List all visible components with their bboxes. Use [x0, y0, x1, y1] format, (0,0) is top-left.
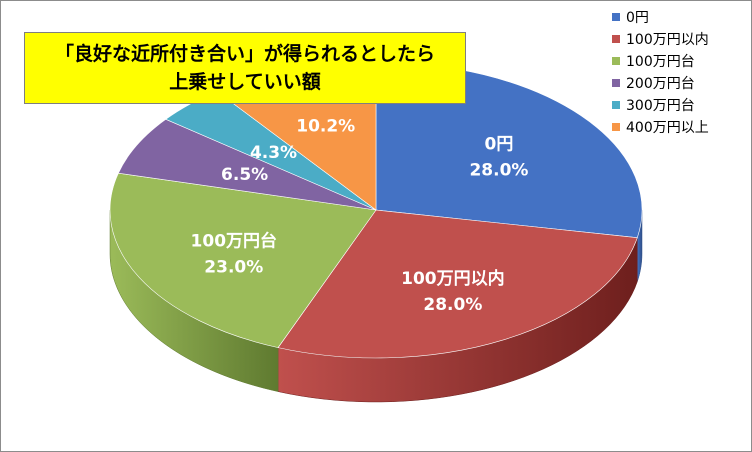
legend-swatch [612, 79, 620, 87]
legend-item: 400万円以上 [612, 116, 752, 138]
legend-item: 100万円以内 [612, 28, 752, 50]
chart-title-line-1: 「良好な近所付き合い」が得られるとしたら [54, 43, 435, 65]
legend-label: 200万円台 [626, 76, 695, 92]
pie-data-label-3: 6.5% [221, 165, 268, 185]
legend-swatch [612, 101, 620, 109]
pie-data-label-4: 4.3% [250, 143, 297, 163]
legend-swatch [612, 123, 620, 131]
pie-data-label-0: 0円 28.0% [469, 134, 528, 180]
legend-label: 400万円以上 [626, 120, 709, 136]
legend-label: 100万円以内 [626, 32, 709, 48]
pie-slices [109, 61, 643, 359]
legend-item: 200万円台 [612, 72, 752, 94]
chart-title: 「良好な近所付き合い」が得られるとしたら 上乗せしていい額 [24, 32, 466, 104]
chart-legend: 0円 100万円以内 100万円台 200万円台 300万円台 400万円以上 [612, 6, 752, 138]
legend-item: 100万円台 [612, 50, 752, 72]
legend-label: 0円 [626, 10, 649, 26]
legend-label: 100万円台 [626, 54, 695, 70]
legend-swatch [612, 57, 620, 65]
pie-slice-2 [109, 172, 377, 348]
legend-item: 0円 [612, 6, 752, 28]
legend-swatch [612, 13, 620, 21]
legend-swatch [612, 35, 620, 43]
pie-data-label-5: 10.2% [296, 117, 355, 137]
pie-data-labels: 0円 28.0% 100万円以内 28.0% 100万円台 23.0% 6.5%4.3% 10… [191, 117, 529, 315]
pie-data-label-1: 100万円以内 28.0% [401, 268, 505, 315]
pie-data-label-2: 100万円台 23.0% [191, 230, 278, 277]
pie-slice-1 [277, 209, 638, 359]
legend-item: 300万円台 [612, 94, 752, 116]
legend-label: 300万円台 [626, 98, 695, 114]
chart-title-line-2: 上乗せしていい額 [169, 71, 321, 93]
